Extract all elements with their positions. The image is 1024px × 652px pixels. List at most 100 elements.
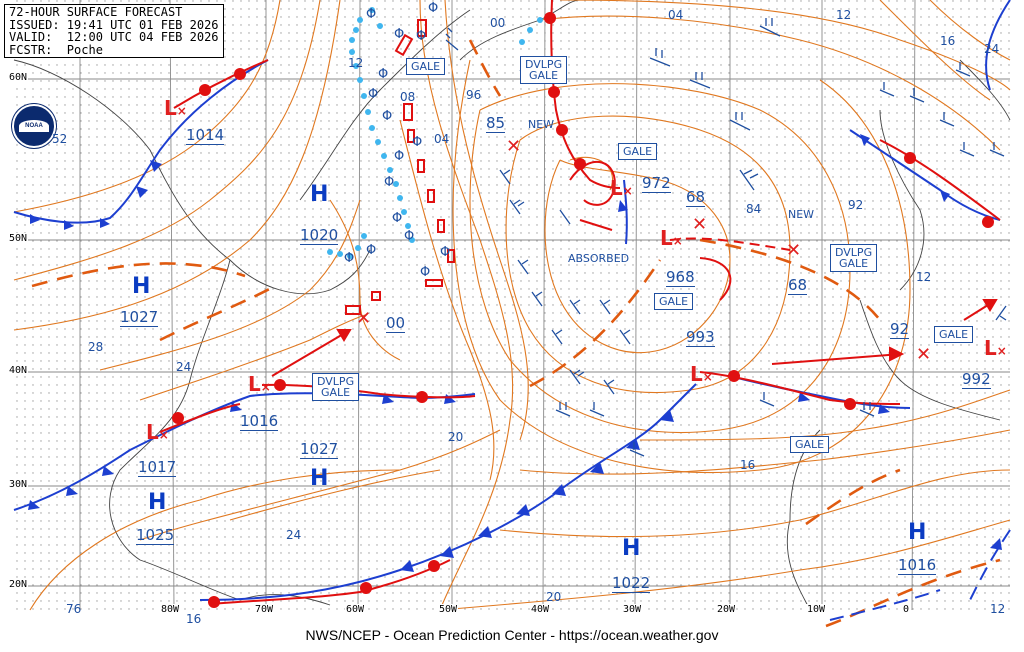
high-symbol: H [622, 536, 641, 561]
pressure-68b: 68 [788, 276, 808, 295]
isobar-label: 12 [836, 8, 852, 22]
low-center-x: ✕ [692, 214, 708, 235]
isobar-label: 08 [400, 90, 416, 104]
gale-warning: GALE [406, 58, 446, 75]
high-pressure-1020: 1020 [300, 226, 339, 245]
low-center-x: ✕ [506, 136, 522, 157]
absorbed-tag: ABSORBED [568, 252, 630, 265]
low-center-x: ✕ [786, 240, 802, 261]
warm-fronts [159, 0, 1011, 608]
header-issued: ISSUED: 19:41 UTC 01 FEB 2026 [9, 17, 219, 32]
svg-text:Φ: Φ [392, 211, 402, 226]
isobar-label: 20 [546, 590, 562, 604]
plot-area [14, 0, 1010, 610]
developing-label: DVLPG [525, 58, 563, 71]
troughs [31, 39, 1001, 628]
isobar-label: 20 [448, 430, 464, 444]
low-pressure-1017: 1017 [138, 458, 177, 477]
lat-label-20n: 20N [8, 579, 29, 590]
developing-label: DVLPG [835, 246, 873, 259]
gale-warning: GALE [618, 143, 658, 160]
gale-label: GALE [320, 386, 351, 399]
gale-warning: GALE [654, 293, 694, 310]
svg-text:Φ: Φ [412, 135, 422, 150]
high-symbol: H [132, 274, 151, 299]
isobar-label: 96 [466, 88, 482, 102]
lat-label-30n: 30N [8, 479, 29, 490]
pressure-92: 92 [890, 320, 910, 339]
isobar-label: 92 [848, 198, 864, 212]
low-pressure-00: 00 [386, 314, 406, 333]
svg-text:Φ: Φ [404, 229, 414, 244]
svg-text:Φ: Φ [440, 245, 450, 260]
svg-text:Φ: Φ [366, 7, 376, 22]
isobar-label: 84 [746, 202, 762, 216]
svg-text:Φ: Φ [366, 243, 376, 258]
developing-gale-warning: DVLPG GALE [312, 373, 360, 401]
isobar-label: 24 [176, 360, 192, 374]
svg-text:Φ: Φ [368, 87, 378, 102]
gale-label: GALE [838, 257, 869, 270]
gale-warning-label: GALE [939, 328, 969, 341]
low-pressure-992: 992 [962, 370, 991, 389]
gale-warning: GALE [790, 436, 830, 453]
low-pressure-1016: 1016 [240, 412, 279, 431]
high-pressure-1025: 1025 [136, 526, 175, 545]
footer-credit: NWS/NCEP - Ocean Prediction Center - htt… [305, 627, 719, 643]
phi-symbols: ΦΦΦ ΦΦΦ ΦΦΦ ΦΦΦ ΦΦΦ Φ [344, 1, 450, 280]
low-pressure-993: 993 [686, 328, 715, 347]
svg-text:Φ: Φ [420, 265, 430, 280]
freezing-spray [345, 19, 455, 315]
header-forecaster: FCSTR: Poche [9, 42, 103, 57]
high-pressure-1027b: 1027 [300, 440, 339, 459]
low-symbol: L× [248, 372, 271, 396]
svg-text:Φ: Φ [384, 175, 394, 190]
isobar-label: 24 [286, 528, 302, 542]
gale-label: GALE [528, 69, 559, 82]
isobar-label: 12 [348, 56, 364, 70]
developing-label: DVLPG [317, 375, 355, 388]
isobar-label: 76 [66, 602, 82, 616]
noaa-logo: NOAA [12, 104, 56, 148]
isobar-label: 04 [434, 132, 450, 146]
new-tag: NEW [788, 208, 815, 221]
low-symbol: L× [146, 420, 169, 444]
low-pressure-85: 85 [486, 114, 506, 133]
svg-text:Φ: Φ [394, 27, 404, 42]
ice-edge [327, 7, 543, 259]
lon-label-20w: 20W [716, 604, 737, 615]
new-tag: NEW [528, 118, 555, 131]
lat-label-50n: 50N [8, 233, 29, 244]
low-pressure-972: 972 [642, 174, 671, 193]
svg-text:Φ: Φ [416, 29, 426, 44]
svg-text:Φ: Φ [428, 1, 438, 16]
forecast-header: 72-HOUR SURFACE FORECAST ISSUED: 19:41 U… [4, 4, 224, 58]
low-symbol: L× [164, 96, 187, 120]
lon-label-70w: 70W [254, 604, 275, 615]
movement-arrows [271, 299, 998, 377]
lon-label-80w: 80W [160, 604, 181, 615]
lon-label-50w: 50W [438, 604, 459, 615]
low-pressure-1014: 1014 [186, 126, 225, 145]
lat-label-40n: 40N [8, 365, 29, 376]
header-valid: VALID: 12:00 UTC 04 FEB 2026 [9, 30, 219, 44]
high-pressure-1022: 1022 [612, 574, 651, 593]
lon-label-0: 0 [902, 604, 911, 615]
isobar-label: 52 [52, 132, 68, 146]
low-symbol: L× [660, 226, 683, 250]
developing-gale-warning: DVLPG GALE [830, 244, 878, 272]
lon-label-10w: 10W [806, 604, 827, 615]
high-pressure-1027: 1027 [120, 308, 159, 327]
lon-label-30w: 30W [622, 604, 643, 615]
low-symbol: L× [610, 176, 633, 200]
low-center-x: ✕ [356, 308, 372, 329]
low-symbol: L× [690, 362, 713, 386]
isobar-label: 12 [916, 270, 932, 284]
svg-text:Φ: Φ [344, 251, 354, 266]
lon-label-40w: 40W [530, 604, 551, 615]
header-title: 72-HOUR SURFACE FORECAST [9, 5, 183, 19]
isobar-label: 16 [940, 34, 956, 48]
high-symbol: H [310, 466, 329, 491]
high-symbol: H [148, 490, 167, 515]
